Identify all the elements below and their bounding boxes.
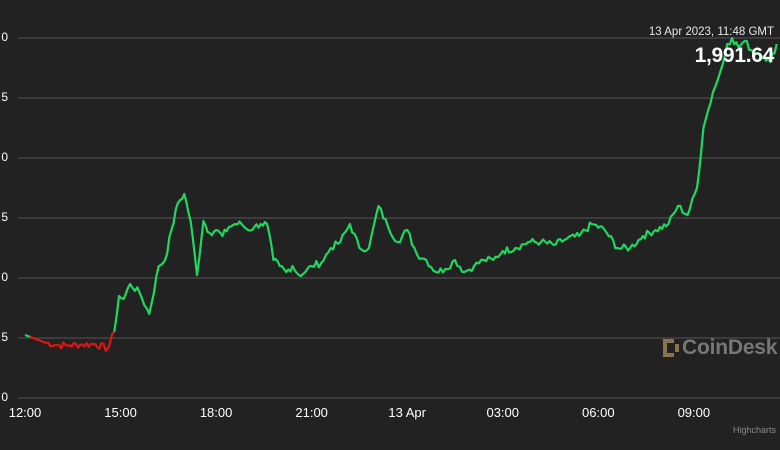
coindesk-watermark: CoinDesk [660, 336, 777, 360]
highcharts-credits[interactable]: Highcharts [733, 425, 777, 435]
x-tick-label: 09:00 [678, 405, 711, 420]
price-series [24, 36, 778, 352]
x-axis: 12:00 15:00 18:00 21:00 13 Apr 03:00 06:00 09:0… [9, 405, 780, 420]
x-tick-label: 18:00 [200, 405, 233, 420]
y-tick-label: 0 [1, 390, 8, 404]
series-line-start [24, 333, 31, 338]
grid-lines [18, 37, 780, 399]
y-tick-label: 0 [1, 30, 8, 44]
x-tick-label: 12:00 [9, 405, 42, 420]
series-line-down [29, 331, 116, 352]
tooltip-date: 13 Apr 2023, 11:48 GMT [648, 26, 774, 38]
y-tick-label: 5 [1, 210, 8, 224]
x-tick-label: 21:00 [295, 405, 328, 420]
series-line-up [113, 36, 778, 333]
price-tooltip: 13 Apr 2023, 11:48 GMT 1,991.64 [649, 26, 774, 68]
x-tick-label: 13 Apr [388, 405, 426, 420]
x-tick-label: 03:00 [486, 405, 519, 420]
y-tick-label: 0 [1, 270, 8, 284]
tooltip-value: 1,991.64 [694, 44, 775, 67]
x-tick-label: 15:00 [104, 405, 137, 420]
x-tick-label: 06:00 [582, 405, 615, 420]
y-tick-label: 0 [1, 150, 8, 164]
y-tick-label: 5 [1, 90, 8, 104]
coindesk-logo-icon [663, 339, 679, 357]
watermark-text: CoinDesk [682, 336, 778, 359]
y-tick-label: 5 [1, 330, 8, 344]
